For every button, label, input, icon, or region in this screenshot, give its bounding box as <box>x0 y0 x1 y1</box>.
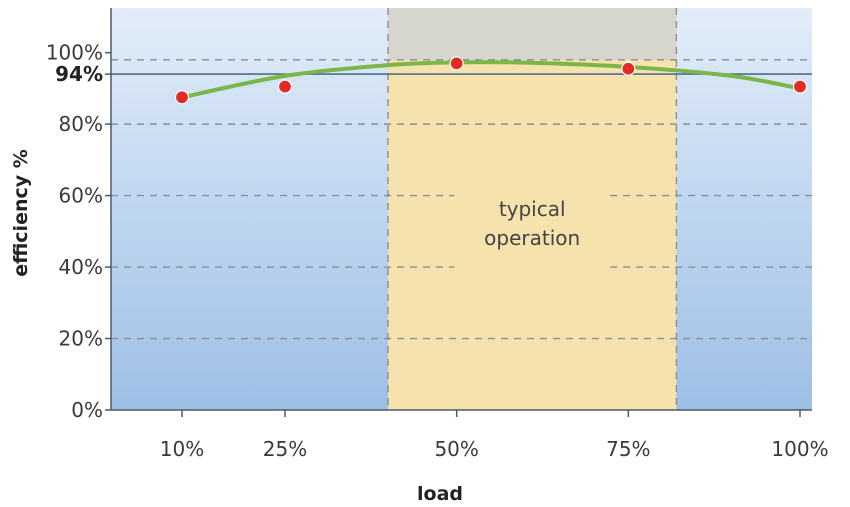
x-axis-title: load <box>417 483 463 505</box>
y-tick-label-20: 20% <box>59 327 103 351</box>
gridlines <box>111 59 812 340</box>
y-tick-label-60: 60% <box>59 184 103 208</box>
y-tick-label-0: 0% <box>71 398 103 422</box>
data-point-10 <box>174 90 190 105</box>
x-tick-label-25: 25% <box>263 437 307 461</box>
region-label-line-1: typical <box>499 197 566 221</box>
tick-labels: typicaloperation0%20%40%60%80%94%100%10%… <box>46 41 829 461</box>
efficiency-curve <box>180 60 802 100</box>
region-top-band <box>388 8 677 60</box>
x-tick-label-10: 10% <box>160 437 204 461</box>
data-point-100 <box>792 79 808 94</box>
efficiency-curve-layer <box>180 60 802 100</box>
data-point-75 <box>621 61 636 76</box>
y-tick-label-40: 40% <box>59 255 103 279</box>
region-label-line-2: operation <box>484 226 580 250</box>
y-axis-title: efficiency % <box>10 149 32 277</box>
x-tick-label-75: 75% <box>606 437 650 461</box>
x-tick-label-100: 100% <box>771 437 828 461</box>
data-point-25 <box>277 79 293 94</box>
axes <box>105 8 812 417</box>
y-tick-label-80: 80% <box>59 112 103 136</box>
y-tick-label-94: 94% <box>55 62 103 86</box>
data-points <box>174 56 808 105</box>
data-point-50 <box>449 56 464 71</box>
x-tick-label-50: 50% <box>434 437 478 461</box>
y-tick-label-100: 100% <box>46 41 103 65</box>
